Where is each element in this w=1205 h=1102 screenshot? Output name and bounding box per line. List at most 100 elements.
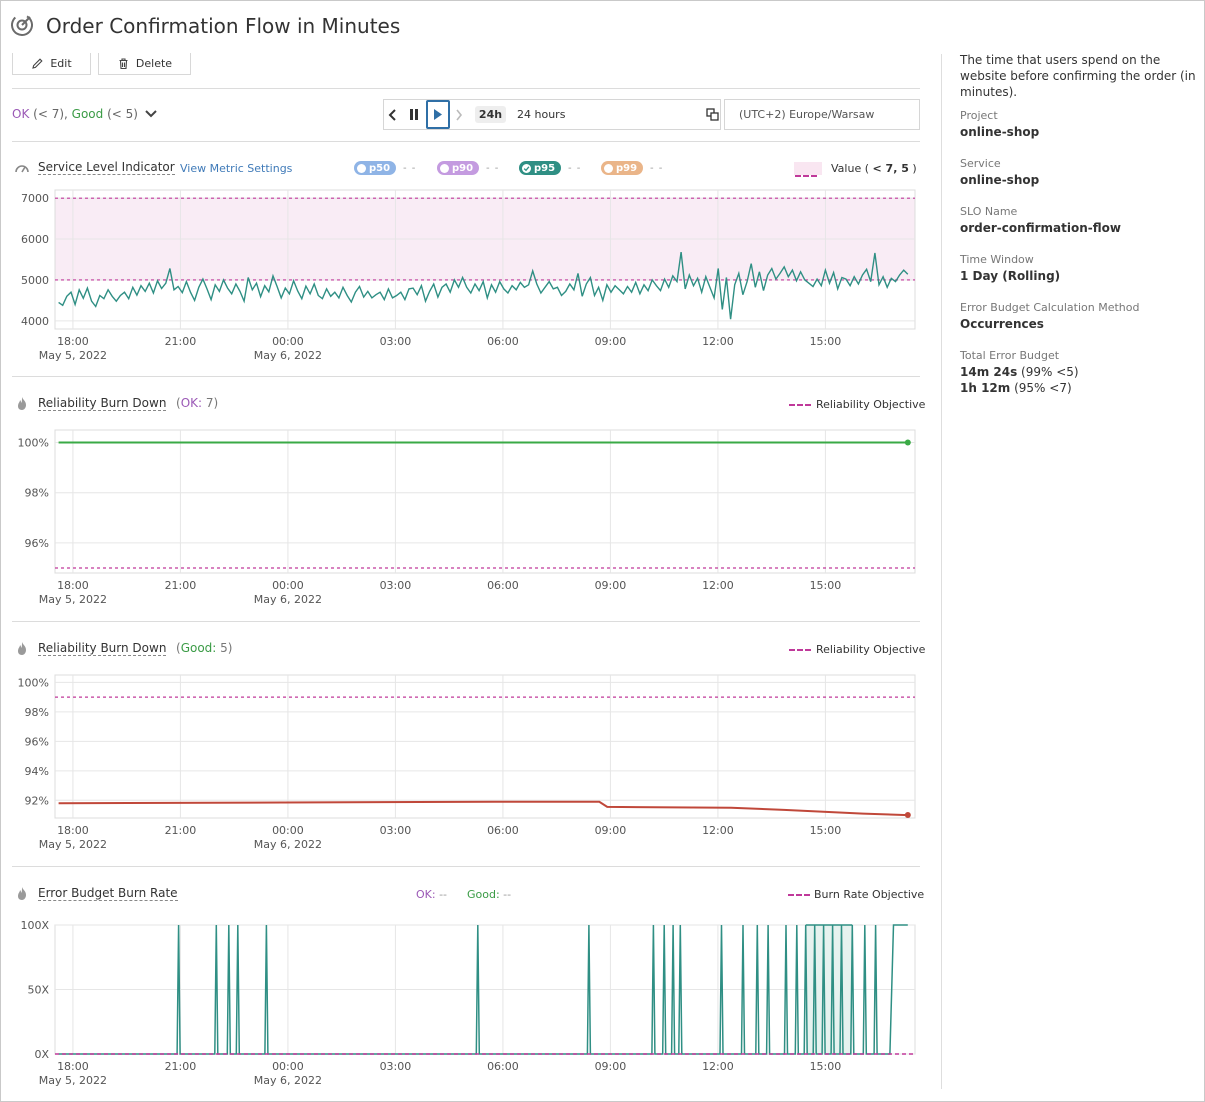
y-tick-label: 6000 xyxy=(21,233,49,246)
x-tick-label: 00:00 xyxy=(272,1060,304,1073)
objective-swatch xyxy=(789,404,811,406)
error-budget-99: 14m 24s (99% <5) xyxy=(960,365,1079,379)
ok-value: (< 7), xyxy=(29,107,72,121)
burn-rate-good-label: Good: xyxy=(467,888,500,901)
service-label: Service xyxy=(960,157,1001,170)
chevron-left-icon xyxy=(388,108,396,121)
burn-ok-tag-label: OK: xyxy=(180,396,203,410)
x-tick-label: 09:00 xyxy=(595,824,627,837)
divider xyxy=(12,376,920,377)
prev-button[interactable] xyxy=(384,99,402,130)
project-label: Project xyxy=(960,109,998,122)
value-legend-thresholds: < 7, 5 xyxy=(872,162,909,175)
x-tick-label: 18:00 xyxy=(57,579,89,592)
objective-swatch xyxy=(788,894,810,896)
flame-icon xyxy=(18,887,26,900)
burn-ok-legend: Reliability Objective xyxy=(816,398,926,411)
x-tick-label: 06:00 xyxy=(487,824,519,837)
unchecked-icon xyxy=(604,163,613,173)
value-band-swatch xyxy=(794,162,822,175)
p95-value: - - xyxy=(568,163,582,174)
p99-toggle[interactable]: p99 xyxy=(601,161,644,175)
flame-icon xyxy=(18,642,26,655)
x-tick-label: 15:00 xyxy=(810,1060,842,1073)
p95-toggle[interactable]: p95 xyxy=(519,161,562,175)
y-tick-label: 96% xyxy=(25,537,49,550)
chevron-down-icon[interactable] xyxy=(144,109,158,119)
x-date-label: May 5, 2022 xyxy=(39,593,107,606)
slo-name-value: order-confirmation-flow xyxy=(960,221,1121,235)
error-budget-label: Total Error Budget xyxy=(960,349,1060,362)
burn-good-tag-value: 5 xyxy=(216,641,228,655)
play-icon xyxy=(434,109,442,120)
delete-label: Delete xyxy=(135,57,173,70)
x-tick-label: 09:00 xyxy=(595,579,627,592)
edit-button[interactable]: Edit xyxy=(12,53,91,75)
plot-frame xyxy=(54,674,916,819)
value-legend-close: ) xyxy=(908,162,917,175)
x-tick-label: 09:00 xyxy=(595,1060,627,1073)
value-legend: Value ( < 7, 5 ) xyxy=(831,162,917,175)
x-tick-label: 12:00 xyxy=(702,1060,734,1073)
gauge-icon xyxy=(15,165,29,173)
plot-frame xyxy=(54,429,916,574)
threshold-swatch xyxy=(795,175,817,177)
p99-label: p99 xyxy=(616,162,638,174)
good-label: Good xyxy=(71,107,104,121)
x-tick-label: 18:00 xyxy=(57,824,89,837)
p90-toggle[interactable]: p90 xyxy=(437,161,480,175)
good-series-endpoint xyxy=(904,812,911,819)
copy-button[interactable] xyxy=(703,99,721,130)
good-series-line xyxy=(58,800,908,817)
x-tick-label: 18:00 xyxy=(57,1060,89,1073)
slo-logo-icon xyxy=(11,14,33,36)
x-tick-label: 12:00 xyxy=(702,335,734,348)
y-tick-label: 96% xyxy=(25,735,49,748)
ok-label: OK xyxy=(12,107,30,121)
x-tick-label: 00:00 xyxy=(272,824,304,837)
p90-label: p90 xyxy=(452,162,474,174)
y-tick-label: 100% xyxy=(18,437,49,450)
y-tick-label: 94% xyxy=(25,765,49,778)
x-tick-label: 03:00 xyxy=(380,824,412,837)
value-legend-label: Value ( xyxy=(831,162,873,175)
x-tick-label: 06:00 xyxy=(487,1060,519,1073)
delete-button[interactable]: Delete xyxy=(98,53,191,75)
y-tick-label: 92% xyxy=(25,794,49,807)
burn-ok-tag-value: 7 xyxy=(202,396,214,410)
x-tick-label: 03:00 xyxy=(380,335,412,348)
x-tick-label: 21:00 xyxy=(165,579,197,592)
pause-button[interactable] xyxy=(403,99,425,130)
burn-ok-close: ) xyxy=(213,396,219,410)
error-budget-95-value: 1h 12m xyxy=(960,381,1011,395)
project-value: online-shop xyxy=(960,125,1040,139)
y-tick-label: 100X xyxy=(20,919,49,932)
timezone-select[interactable]: (UTC+2) Europe/Warsaw xyxy=(724,99,920,130)
play-button[interactable] xyxy=(426,100,450,129)
range-long[interactable]: 24 hours xyxy=(517,108,566,121)
x-date-label: May 6, 2022 xyxy=(254,593,322,606)
x-tick-label: 15:00 xyxy=(810,824,842,837)
burn-good-open: ( xyxy=(176,641,181,655)
y-tick-label: 100% xyxy=(18,676,49,689)
p50-label: p50 xyxy=(369,162,391,174)
next-button[interactable] xyxy=(451,99,467,130)
divider xyxy=(12,141,920,142)
x-tick-label: 00:00 xyxy=(272,579,304,592)
calc-method-value: Occurrences xyxy=(960,317,1044,331)
range-short[interactable]: 24h xyxy=(475,106,506,123)
pencil-icon xyxy=(32,58,43,69)
threshold-selector[interactable]: OK (< 7), Good (< 5) xyxy=(12,107,138,121)
sidebar-divider xyxy=(941,54,942,1089)
x-tick-label: 03:00 xyxy=(380,1060,412,1073)
trash-icon xyxy=(119,58,128,70)
view-metric-settings-link[interactable]: View Metric Settings xyxy=(180,162,293,175)
p95-series-line xyxy=(58,252,909,320)
plot-frame xyxy=(54,189,916,330)
y-tick-label: 0X xyxy=(34,1048,49,1061)
error-budget-99-note: (99% <5) xyxy=(1017,365,1079,379)
burn-good-chart: 18:00 21:00 00:00 03:00 06:00 09:00 12:00 15:00… xyxy=(18,674,916,851)
edit-label: Edit xyxy=(50,57,72,70)
x-tick-label: 06:00 xyxy=(487,579,519,592)
p50-toggle[interactable]: p50 xyxy=(354,161,397,175)
